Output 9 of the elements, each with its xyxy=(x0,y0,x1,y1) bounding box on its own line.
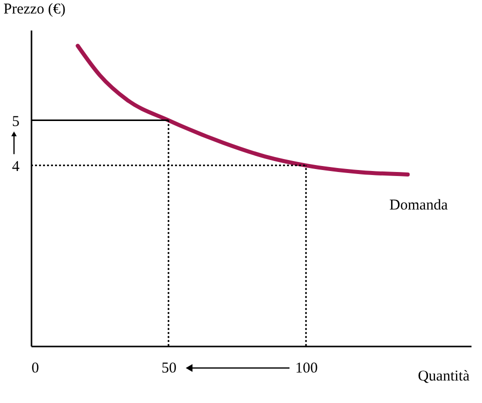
y-tick-label: 5 xyxy=(12,114,20,130)
x-axis-title: Quantità xyxy=(418,368,470,384)
y-axis-title: Prezzo (€) xyxy=(4,2,66,18)
line-series xyxy=(76,44,410,176)
y-tick-label: 4 xyxy=(12,158,20,175)
x-tick-label: 50 xyxy=(162,360,176,376)
x-tick-label: 0 xyxy=(32,360,39,376)
series-label: Domanda xyxy=(389,197,448,214)
x-tick-label: 100 xyxy=(295,360,318,376)
